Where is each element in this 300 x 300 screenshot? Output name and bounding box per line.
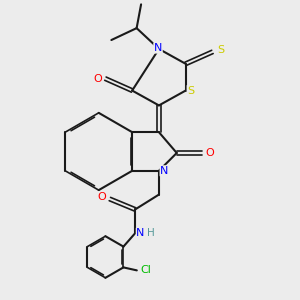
Text: H: H bbox=[147, 228, 155, 238]
Text: Cl: Cl bbox=[140, 266, 151, 275]
Text: N: N bbox=[136, 228, 145, 238]
Text: N: N bbox=[160, 166, 169, 176]
Text: S: S bbox=[187, 85, 194, 96]
Text: S: S bbox=[217, 45, 224, 56]
Text: O: O bbox=[205, 148, 214, 158]
Text: N: N bbox=[154, 43, 162, 53]
Text: O: O bbox=[98, 192, 106, 202]
Text: O: O bbox=[93, 74, 102, 84]
